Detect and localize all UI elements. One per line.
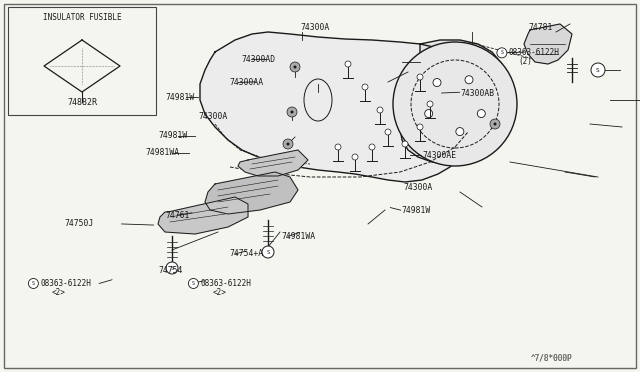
Text: 74761: 74761 (165, 211, 189, 219)
Circle shape (497, 48, 507, 58)
Circle shape (335, 144, 341, 150)
Text: 08363-6122H: 08363-6122H (40, 279, 92, 288)
Polygon shape (524, 24, 572, 64)
Bar (8, 7, 156, 115)
Text: <2>: <2> (51, 288, 65, 296)
Text: 74981WA: 74981WA (282, 232, 316, 241)
Circle shape (290, 62, 300, 72)
Circle shape (377, 107, 383, 113)
Text: 74750J: 74750J (64, 219, 93, 228)
Text: 74300A: 74300A (198, 112, 228, 121)
Text: 74300AB: 74300AB (461, 89, 495, 97)
Text: 74981WA: 74981WA (146, 148, 180, 157)
Circle shape (291, 110, 294, 113)
Text: S: S (170, 266, 173, 270)
Polygon shape (205, 172, 298, 214)
Circle shape (417, 124, 423, 130)
Circle shape (369, 144, 375, 150)
Circle shape (490, 119, 500, 129)
Text: S: S (500, 50, 503, 55)
Text: S: S (266, 250, 269, 254)
Text: 74300AD: 74300AD (242, 55, 276, 64)
Circle shape (283, 139, 293, 149)
Circle shape (591, 63, 605, 77)
Text: <2>: <2> (212, 288, 227, 296)
Circle shape (427, 101, 433, 107)
Circle shape (262, 246, 274, 258)
Circle shape (345, 61, 351, 67)
Polygon shape (238, 150, 308, 176)
Text: 74981W: 74981W (159, 131, 188, 140)
Circle shape (417, 74, 423, 80)
Circle shape (362, 84, 368, 90)
Text: S: S (32, 281, 35, 286)
Text: ^7/8*000P: ^7/8*000P (531, 353, 573, 362)
Text: 08363-6122H: 08363-6122H (200, 279, 252, 288)
Text: 08363-6122H: 08363-6122H (509, 48, 560, 57)
Text: 74882R: 74882R (67, 98, 97, 107)
Text: 74300AA: 74300AA (229, 78, 263, 87)
Text: (2): (2) (518, 57, 532, 66)
Text: 74300A: 74300A (403, 183, 433, 192)
Polygon shape (200, 32, 475, 182)
Text: INSULATOR FUSIBLE: INSULATOR FUSIBLE (43, 13, 122, 22)
Circle shape (166, 262, 178, 274)
Circle shape (433, 78, 441, 87)
Circle shape (352, 154, 358, 160)
Text: S: S (192, 281, 195, 286)
Text: 74981W: 74981W (402, 206, 431, 215)
Circle shape (425, 110, 433, 118)
Polygon shape (158, 197, 248, 234)
Circle shape (287, 142, 289, 145)
Text: 74981W: 74981W (165, 93, 195, 102)
Text: 74300AE: 74300AE (422, 151, 456, 160)
Text: 74754: 74754 (159, 266, 183, 275)
Circle shape (28, 279, 38, 288)
Circle shape (393, 42, 517, 166)
Circle shape (188, 279, 198, 288)
Circle shape (402, 141, 408, 147)
Text: S: S (596, 67, 600, 73)
Text: 74300A: 74300A (301, 23, 330, 32)
Circle shape (477, 110, 485, 118)
Circle shape (456, 128, 464, 135)
Circle shape (294, 65, 296, 68)
Circle shape (465, 76, 473, 84)
Circle shape (287, 107, 297, 117)
Polygon shape (400, 40, 510, 164)
Text: 74781: 74781 (528, 23, 552, 32)
Text: ^7/8*000P: ^7/8*000P (531, 353, 573, 362)
Circle shape (493, 122, 497, 125)
Circle shape (385, 129, 391, 135)
Text: 74754+A: 74754+A (229, 249, 263, 258)
